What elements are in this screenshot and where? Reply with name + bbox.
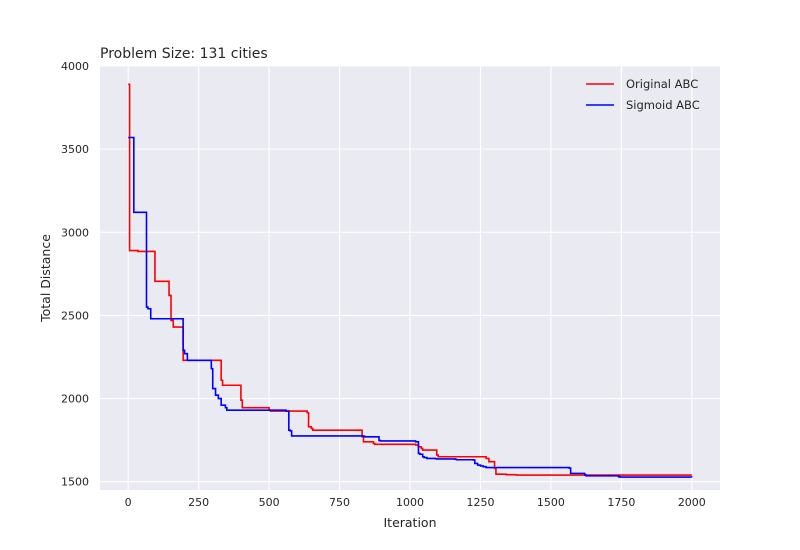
tick-labels: 0 250 500 750 1000 1250 1500 1750 2000 1500 2000 25… bbox=[61, 60, 706, 509]
y-tick-label: 1500 bbox=[61, 476, 89, 489]
x-axis-label: Iteration bbox=[383, 515, 436, 530]
x-tick-label: 1750 bbox=[607, 496, 635, 509]
y-tick-label: 3500 bbox=[61, 143, 89, 156]
x-tick-label: 250 bbox=[188, 496, 209, 509]
x-tick-label: 750 bbox=[329, 496, 350, 509]
y-axis-label: Total Distance bbox=[38, 234, 53, 323]
chart-title: Problem Size: 131 cities bbox=[100, 46, 268, 62]
x-tick-label: 1000 bbox=[396, 496, 424, 509]
legend-label: Original ABC bbox=[626, 77, 698, 91]
legend: Original ABC Sigmoid ABC bbox=[586, 77, 700, 112]
series-layer bbox=[128, 83, 693, 478]
x-tick-label: 2000 bbox=[678, 496, 706, 509]
y-tick-label: 3000 bbox=[61, 226, 89, 239]
series-line-sigmoid-abc bbox=[128, 136, 693, 478]
x-tick-label: 0 bbox=[125, 496, 132, 509]
grid-lines bbox=[100, 65, 720, 490]
y-tick-label: 2000 bbox=[61, 393, 89, 406]
legend-label: Sigmoid ABC bbox=[626, 98, 700, 112]
x-tick-label: 500 bbox=[259, 496, 280, 509]
x-tick-label: 1250 bbox=[466, 496, 494, 509]
x-tick-label: 1500 bbox=[537, 496, 565, 509]
y-tick-label: 2500 bbox=[61, 309, 89, 322]
y-tick-label: 4000 bbox=[61, 60, 89, 73]
